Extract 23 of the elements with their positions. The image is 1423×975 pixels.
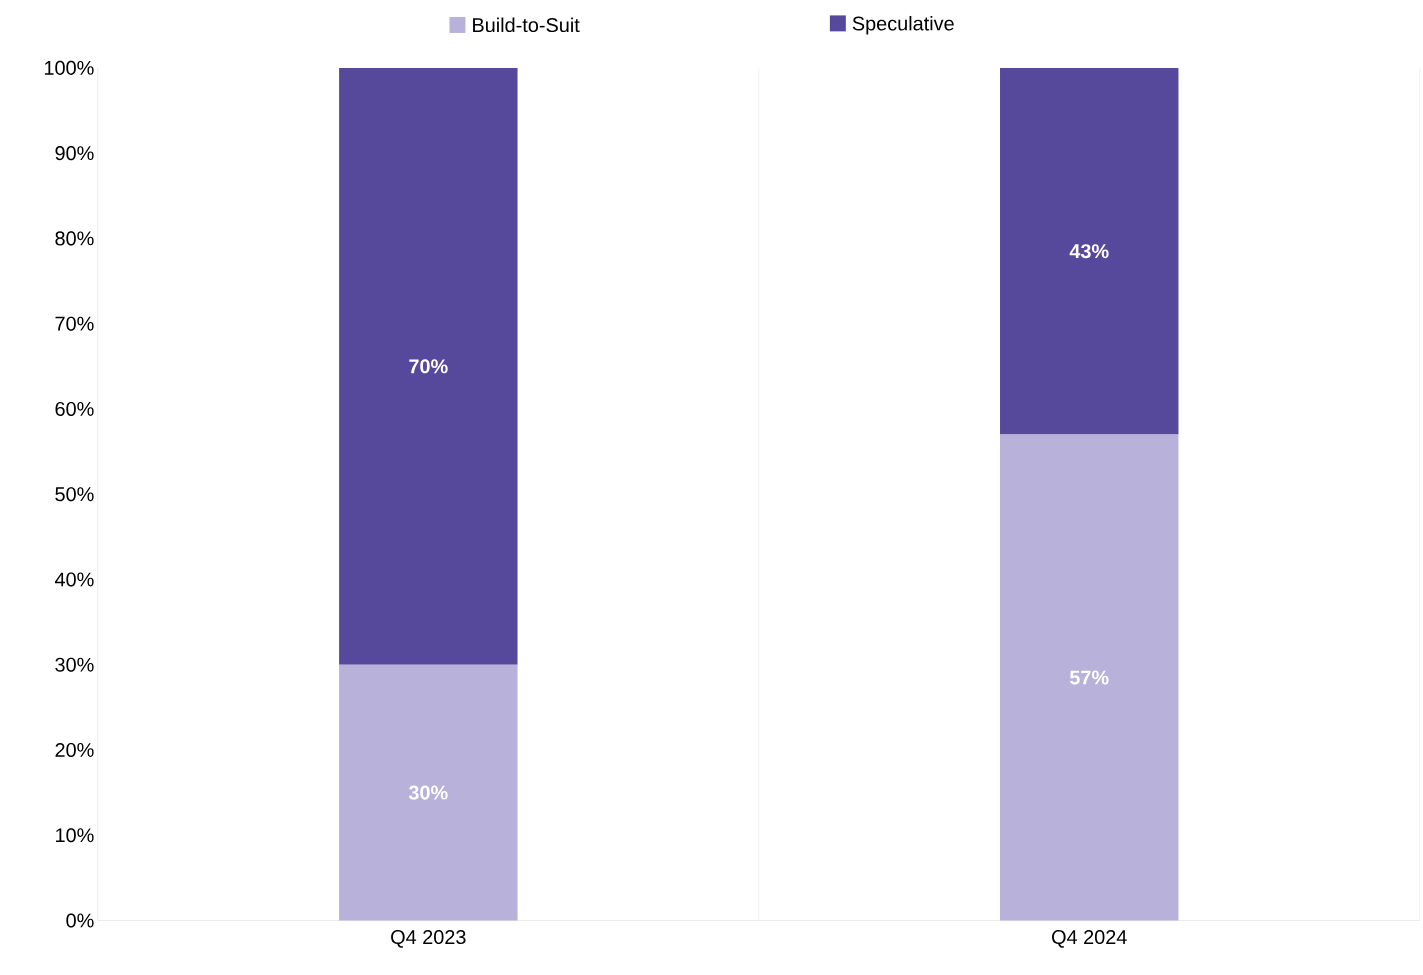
y-tick-label: 90% bbox=[55, 145, 94, 160]
y-tick-label: 70% bbox=[55, 316, 94, 331]
bar bbox=[1000, 67, 1179, 435]
bar bbox=[339, 664, 518, 921]
data-label: 30% bbox=[408, 785, 448, 800]
bar bbox=[1000, 434, 1179, 921]
y-tick-label: 10% bbox=[56, 828, 94, 843]
data-label: 57% bbox=[1069, 670, 1109, 685]
y-tick-label: 0% bbox=[66, 913, 94, 928]
y-tick-label: 60% bbox=[55, 401, 94, 416]
x-tick-label: Q4 2024 bbox=[1052, 929, 1127, 948]
data-label: 43% bbox=[1069, 243, 1109, 259]
y-tick-label: 20% bbox=[55, 742, 94, 757]
x-tick-label: Q4 2023 bbox=[391, 929, 466, 948]
legend-label: Speculative bbox=[852, 15, 954, 35]
y-tick-label: 100% bbox=[44, 60, 94, 75]
y-tick-label: 40% bbox=[54, 572, 94, 587]
y-tick-label: 50% bbox=[55, 486, 94, 502]
y-tick-label: 30% bbox=[55, 657, 94, 672]
legend-label: Build-to-Suit bbox=[473, 17, 580, 32]
data-label: 70% bbox=[409, 359, 448, 374]
y-tick-label: 80% bbox=[55, 231, 94, 246]
bar bbox=[339, 67, 518, 665]
